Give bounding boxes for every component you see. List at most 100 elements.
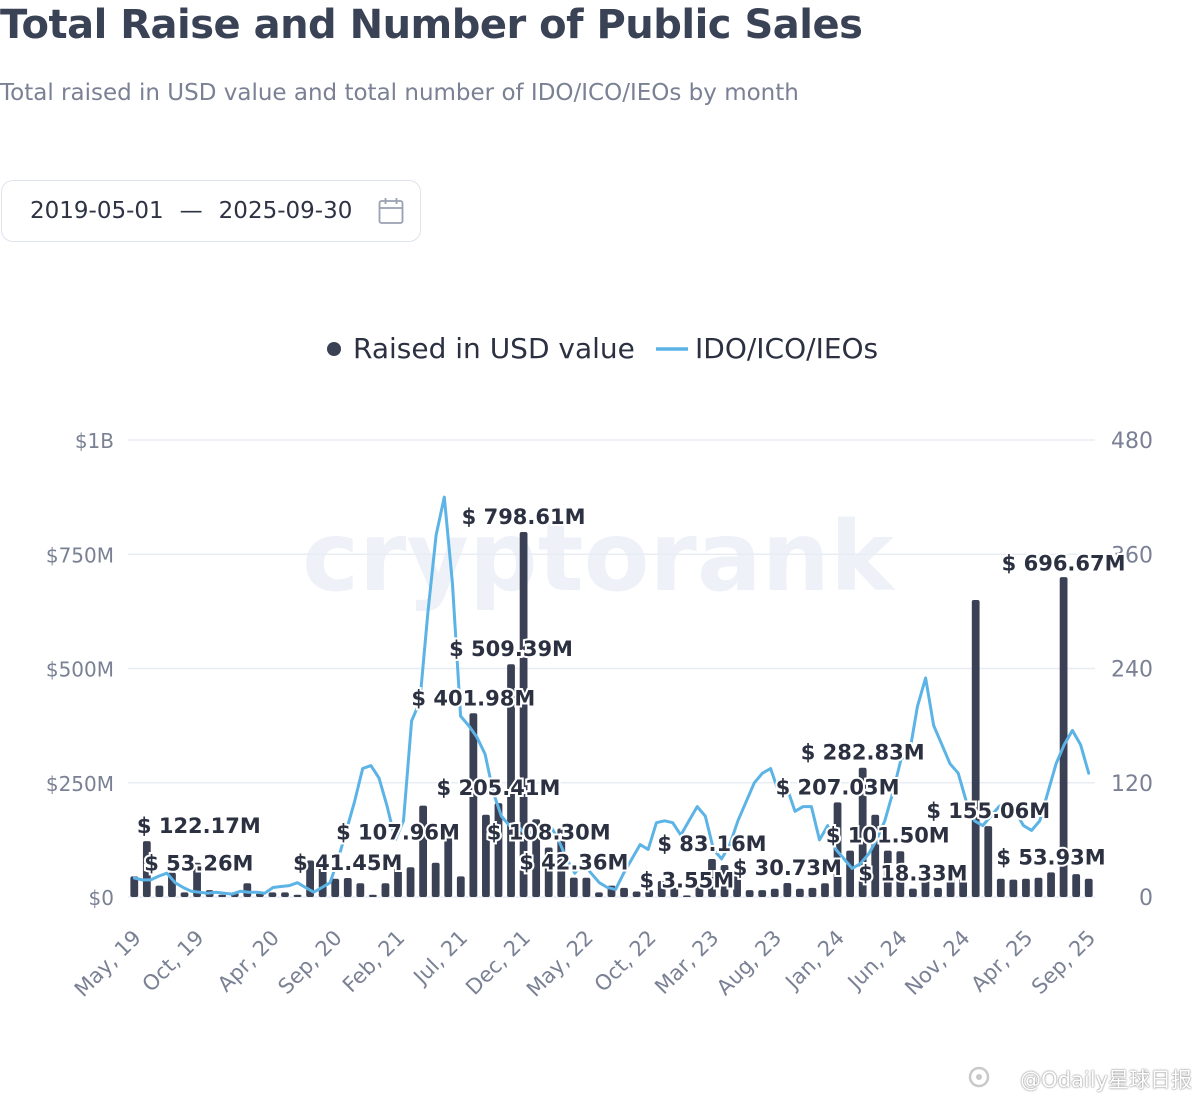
bar	[444, 828, 453, 897]
x-tick-label: Feb, 21	[338, 926, 410, 998]
bar	[544, 847, 553, 897]
watermark-text: @Odaily星球日报	[1020, 1068, 1192, 1092]
y-left-tick-label: $750M	[46, 543, 114, 567]
date-range-picker[interactable]: 2019-05-01 — 2025-09-30	[1, 180, 421, 242]
page-subtitle: Total raised in USD value and total numb…	[0, 80, 799, 106]
bar	[1072, 874, 1081, 897]
legend-label-ido: IDO/ICO/IEOs	[695, 332, 878, 365]
bar	[356, 883, 365, 897]
legend-marker-bars	[327, 342, 341, 356]
data-label: $ 53.26M	[144, 852, 253, 876]
x-tick-label: Apr, 20	[213, 926, 284, 997]
y-left-tick-label: $0	[89, 886, 114, 910]
x-tick-label: Jan, 24	[779, 926, 849, 996]
x-tick-label: Nov, 24	[900, 926, 974, 1000]
bar	[180, 892, 189, 897]
date-range-end[interactable]: 2025-09-30	[218, 198, 353, 224]
x-tick-label: Aug, 23	[712, 926, 786, 1000]
y-right-tick-label: 360	[1111, 543, 1153, 568]
bar	[494, 803, 503, 897]
bar	[519, 532, 528, 897]
bar	[1034, 877, 1043, 897]
bar	[281, 892, 289, 897]
data-label: $ 3.55M	[640, 868, 735, 892]
bar	[921, 876, 930, 897]
y-left-tick-label: $500M	[46, 658, 114, 682]
y-right-tick-label: 0	[1139, 886, 1153, 911]
bar	[532, 819, 541, 897]
bar	[657, 881, 666, 897]
bar	[896, 851, 905, 897]
bar	[1047, 872, 1055, 897]
data-label: $ 53.93M	[996, 845, 1105, 869]
bar	[1009, 879, 1018, 897]
bar	[469, 713, 478, 897]
data-label: $ 30.73M	[733, 856, 842, 880]
y-right-tick-label: 240	[1111, 658, 1153, 683]
data-label: $ 205.41M	[437, 776, 561, 800]
x-tick-label: Oct, 19	[138, 926, 209, 997]
bar	[795, 888, 804, 897]
x-tick-label: Mar, 23	[650, 926, 723, 999]
bar	[909, 888, 917, 897]
y-left-tick-label: $250M	[46, 772, 114, 796]
bar	[381, 883, 390, 897]
date-range-separator: —	[179, 198, 203, 224]
bar	[708, 858, 716, 897]
bar	[720, 865, 729, 897]
date-range-start[interactable]: 2019-05-01	[30, 198, 164, 224]
bar	[632, 891, 641, 897]
data-label: $ 509.39M	[449, 637, 573, 661]
watermark-logo-icon	[968, 1066, 990, 1088]
bar	[431, 862, 440, 897]
series-line-ido-ico-ieos	[132, 495, 1091, 896]
bar	[1059, 577, 1068, 897]
bar	[456, 876, 465, 897]
bar	[595, 892, 603, 897]
bar	[343, 878, 352, 897]
bar	[971, 599, 980, 897]
x-tick-label: May, 19	[70, 926, 146, 1002]
bar	[419, 805, 428, 897]
calendar-icon[interactable]	[378, 197, 404, 225]
x-tick-label: Oct, 22	[590, 926, 661, 997]
bar	[142, 841, 151, 897]
data-label: $ 108.30M	[487, 821, 611, 845]
bar	[582, 877, 591, 897]
y-left-tick-label: $1B	[75, 429, 114, 453]
bar	[758, 890, 767, 897]
bar	[996, 878, 1005, 897]
data-label: $ 122.17M	[137, 814, 261, 838]
bar	[733, 869, 741, 897]
bar	[1022, 878, 1030, 897]
bar	[984, 826, 993, 897]
bar	[682, 895, 691, 897]
bar	[394, 860, 402, 897]
page-title: Total Raise and Number of Public Sales	[0, 2, 863, 48]
bar	[883, 850, 892, 897]
x-tick-label: May, 22	[522, 926, 598, 1002]
bar	[406, 867, 415, 897]
data-label: $ 155.06M	[926, 799, 1050, 823]
bar	[243, 883, 252, 897]
data-label: $ 18.33M	[858, 862, 967, 886]
watermark-bg: cryptorank	[302, 501, 896, 613]
chart: cryptorank $0 0 $250M 120 $500M 240 $750M 360 $1B…	[46, 332, 1153, 1002]
bar	[218, 894, 227, 897]
bar	[934, 887, 942, 897]
bar	[193, 862, 201, 897]
data-label: $ 798.61M	[462, 505, 586, 529]
x-tick-label: Apr, 25	[966, 926, 1037, 997]
bar	[645, 890, 654, 897]
y-right-tick-label: 120	[1111, 772, 1153, 797]
data-label: $ 282.83M	[801, 741, 925, 765]
bar	[783, 882, 792, 897]
x-tick-label: Sep, 20	[273, 926, 346, 999]
x-tick-label: Sep, 25	[1027, 926, 1100, 999]
bar	[1084, 878, 1093, 897]
bar	[620, 887, 628, 897]
data-label: $ 101.50M	[826, 824, 950, 848]
bar	[130, 876, 139, 897]
x-tick-label: Dec, 21	[461, 926, 535, 1000]
bar	[331, 878, 340, 897]
